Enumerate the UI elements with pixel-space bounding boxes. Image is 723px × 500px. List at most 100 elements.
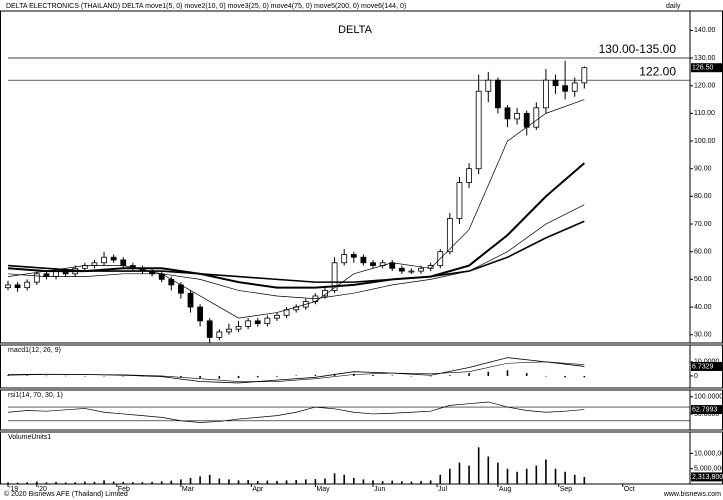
bar (391, 480, 394, 484)
bar (122, 481, 125, 484)
last-value-tag (691, 361, 722, 371)
panel-title: macd1(12, 26, 9) (8, 347, 61, 354)
bar (583, 375, 586, 378)
x-tick-label: Apr (252, 486, 264, 493)
bar (256, 375, 259, 378)
bar (84, 375, 86, 377)
bar (7, 482, 9, 484)
bar (324, 478, 326, 484)
bar (564, 471, 566, 484)
bar (487, 456, 490, 484)
y-tick-label: 50.00 (694, 276, 712, 283)
bar (372, 374, 374, 376)
bar (545, 375, 547, 377)
candle-body (264, 317, 271, 325)
candle-body (5, 284, 11, 289)
bar (497, 462, 499, 484)
y-tick-label: 10,000,000 (694, 450, 723, 457)
candle-body (206, 320, 213, 338)
y-tick-label: 100.00 (694, 138, 716, 145)
y-tick-label: 50.0000 (694, 411, 719, 418)
y-tick-label: 30.00 (694, 332, 712, 339)
bar (391, 375, 394, 376)
last-value-label: 6.7329 (692, 363, 714, 370)
bar (228, 479, 230, 484)
bar (26, 482, 29, 484)
bar (381, 480, 384, 484)
copyright: © 2020 Bisnews AFE (Thailand) Limited (4, 490, 128, 498)
bar (439, 474, 442, 484)
bar (180, 375, 182, 378)
chart-title: DELTA (338, 24, 372, 36)
site: www.bisnews.com (663, 491, 721, 498)
bar (276, 480, 278, 484)
candle-body (533, 107, 540, 128)
candle-body (245, 320, 252, 327)
header-title: DELTA ELECTRONICS (THAILAND) DELTA move1… (6, 3, 406, 10)
last-value-tag (691, 472, 722, 482)
candle-body (408, 270, 415, 273)
x-tick-label: Aug (499, 486, 512, 493)
candle-body (24, 281, 31, 289)
candle-body (581, 67, 588, 84)
candle-body (446, 218, 453, 253)
bar (468, 373, 470, 376)
bar (237, 480, 240, 484)
bar (362, 479, 365, 484)
x-tick-label: Jul (438, 486, 447, 493)
bar (535, 465, 538, 484)
last-value-label: 62.7993 (692, 406, 717, 413)
bar (506, 370, 509, 376)
candle-body (235, 325, 242, 330)
bar (103, 375, 105, 377)
panel-title: VolumeUnits1 (8, 434, 51, 441)
bar (276, 375, 278, 377)
candle-body (552, 79, 559, 87)
candle-body (350, 254, 357, 258)
y-tick-label: 140.00 (694, 27, 716, 34)
last-value-tag (691, 405, 722, 415)
bar (477, 447, 480, 484)
bar (564, 375, 566, 378)
y-tick-label: 5,000,000 (694, 466, 723, 473)
candle-body (331, 262, 338, 291)
bar (93, 481, 96, 484)
level-label: 130.00-135.00 (599, 42, 677, 56)
moving-line (7, 361, 585, 382)
bar (26, 375, 29, 376)
bar (410, 481, 413, 484)
candle-body (187, 292, 194, 308)
bar (103, 480, 105, 484)
candle-body (341, 254, 348, 264)
y-tick-label: 130.00 (694, 55, 716, 62)
bar (525, 468, 528, 484)
bar (516, 471, 518, 484)
candle-body (274, 314, 280, 319)
moving-line (7, 162, 585, 289)
candle-body (523, 112, 530, 128)
bar (343, 474, 345, 484)
candle-body (101, 256, 107, 264)
bar (266, 480, 269, 484)
candle-body (360, 256, 367, 264)
bar (372, 480, 374, 484)
x-tick-label: Sep (560, 486, 573, 493)
bar (218, 375, 221, 379)
last-value-label: 2,313,800 (692, 474, 723, 481)
bar (554, 468, 557, 484)
candle-body (226, 328, 232, 333)
bar (420, 480, 422, 484)
bar (487, 371, 490, 376)
bar (180, 479, 182, 484)
candle-body (571, 82, 578, 92)
bar (84, 481, 86, 484)
candle-body (110, 256, 117, 261)
rsi-line (7, 401, 585, 423)
bar (151, 481, 153, 484)
last-value-tag (691, 63, 722, 73)
candle-body (370, 262, 376, 266)
bar (189, 477, 192, 484)
period: daily (666, 3, 681, 10)
bar (583, 476, 586, 484)
